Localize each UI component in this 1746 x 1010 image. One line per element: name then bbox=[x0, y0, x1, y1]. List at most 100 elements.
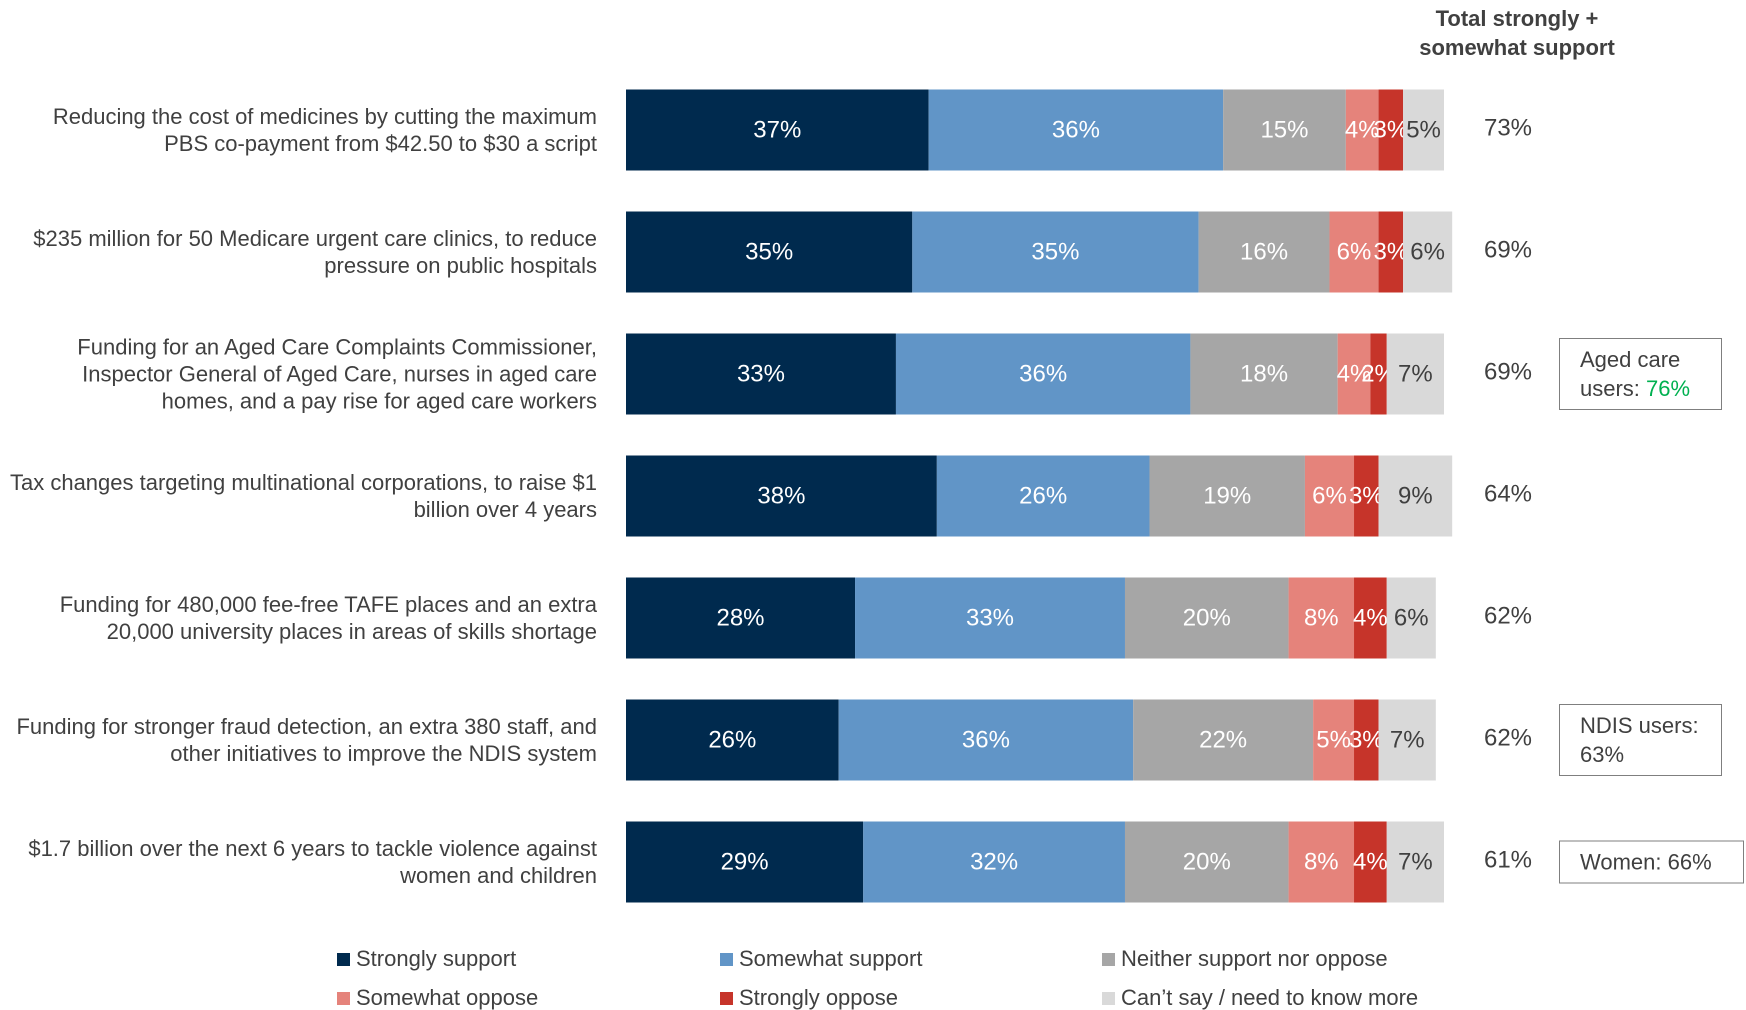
data-label: 3% bbox=[1349, 483, 1384, 510]
callout: Aged care users: 76% bbox=[1559, 338, 1722, 410]
callout-text: Women: bbox=[1580, 849, 1662, 875]
bar-segment bbox=[863, 821, 1125, 903]
data-label: 19% bbox=[1203, 483, 1251, 510]
bar-segment bbox=[895, 333, 1191, 415]
data-label: 16% bbox=[1240, 239, 1288, 266]
legend-label: Can’t say / need to know more bbox=[1121, 985, 1419, 1010]
data-label: 36% bbox=[1052, 117, 1100, 144]
data-label: 38% bbox=[757, 483, 805, 510]
data-label: 35% bbox=[745, 239, 793, 266]
data-label: 6% bbox=[1410, 239, 1445, 266]
legend-label: Neither support nor oppose bbox=[1121, 946, 1388, 971]
data-label: 3% bbox=[1373, 239, 1408, 266]
bar-segment bbox=[936, 455, 1150, 537]
data-label: 7% bbox=[1398, 361, 1433, 388]
total-label: 69% bbox=[1484, 359, 1532, 386]
data-label: 5% bbox=[1406, 117, 1441, 144]
total-label: 69% bbox=[1484, 237, 1532, 264]
bar-segment bbox=[1288, 821, 1355, 903]
bar-segment bbox=[1386, 333, 1444, 415]
legend-label: Somewhat support bbox=[739, 946, 923, 971]
legend-label: Somewhat oppose bbox=[356, 985, 539, 1010]
legend-item: Somewhat support bbox=[720, 946, 922, 972]
data-label: 33% bbox=[737, 361, 785, 388]
legend-item: Can’t say / need to know more bbox=[1102, 985, 1418, 1010]
callout: NDIS users: 63% bbox=[1559, 704, 1722, 776]
data-label: 15% bbox=[1260, 117, 1308, 144]
bar-segment bbox=[1378, 455, 1453, 537]
bar-segment bbox=[1403, 89, 1444, 171]
total-label: 73% bbox=[1484, 115, 1532, 142]
data-label: 3% bbox=[1373, 117, 1408, 144]
legend-swatch bbox=[720, 952, 733, 966]
legend-item: Strongly support bbox=[337, 946, 516, 972]
legend-swatch bbox=[1102, 952, 1115, 966]
category-label: $235 million for 50 Medicare urgent care… bbox=[33, 226, 597, 278]
category-label: $1.7 billion over the next 6 years to ta… bbox=[28, 836, 597, 888]
legend-item: Strongly oppose bbox=[720, 985, 898, 1010]
data-label: 33% bbox=[966, 605, 1014, 632]
bar-segment bbox=[626, 333, 896, 415]
total-label: 62% bbox=[1484, 603, 1532, 630]
bar-segment bbox=[855, 577, 1125, 659]
data-label: 3% bbox=[1349, 727, 1384, 754]
data-label: 26% bbox=[708, 727, 756, 754]
legend-label: Strongly oppose bbox=[739, 985, 898, 1010]
bar-segment bbox=[1198, 211, 1330, 293]
data-label: 26% bbox=[1019, 483, 1067, 510]
bar-segment bbox=[626, 577, 856, 659]
data-label: 32% bbox=[970, 849, 1018, 876]
bar-segment bbox=[1149, 455, 1305, 537]
bar-segment bbox=[1223, 89, 1346, 171]
legend-item: Somewhat oppose bbox=[337, 985, 538, 1010]
data-label: 29% bbox=[721, 849, 769, 876]
data-label: 22% bbox=[1199, 727, 1247, 754]
bar-segment bbox=[1386, 577, 1436, 659]
data-label: 28% bbox=[716, 605, 764, 632]
callout: Women: 66% bbox=[1559, 840, 1744, 884]
bar-segment bbox=[1354, 577, 1387, 659]
category-label: Funding for stronger fraud detection, an… bbox=[16, 714, 597, 766]
category-label: Funding for 480,000 fee-free TAFE places… bbox=[59, 592, 597, 644]
data-label: 37% bbox=[753, 117, 801, 144]
data-label: 8% bbox=[1304, 605, 1339, 632]
bar-segment bbox=[626, 211, 913, 293]
data-label: 20% bbox=[1183, 605, 1231, 632]
bar-segment bbox=[1345, 89, 1379, 171]
bar-segment bbox=[1403, 211, 1453, 293]
data-label: 5% bbox=[1316, 727, 1351, 754]
bar-segment bbox=[1288, 577, 1355, 659]
bar-segment bbox=[1354, 699, 1379, 781]
total-label: 62% bbox=[1484, 725, 1532, 752]
bar-segment bbox=[928, 89, 1224, 171]
data-label: 4% bbox=[1353, 849, 1388, 876]
bar-segment bbox=[626, 821, 864, 903]
callout-text: Aged care users: bbox=[1580, 347, 1681, 401]
bar-segment bbox=[1124, 577, 1289, 659]
data-label: 20% bbox=[1183, 849, 1231, 876]
data-label: 36% bbox=[962, 727, 1010, 754]
data-label: 6% bbox=[1394, 605, 1429, 632]
category-label: Tax changes targeting multinational corp… bbox=[9, 470, 597, 522]
bar-segment bbox=[626, 455, 937, 537]
data-label: 7% bbox=[1390, 727, 1425, 754]
bar-segment bbox=[1190, 333, 1338, 415]
total-label: 61% bbox=[1484, 847, 1532, 874]
bar-segment bbox=[1378, 211, 1404, 293]
data-label: 7% bbox=[1398, 849, 1433, 876]
bar-segment bbox=[1378, 89, 1404, 171]
bar-segment bbox=[1329, 211, 1379, 293]
bar-segment bbox=[1370, 333, 1387, 415]
data-label: 4% bbox=[1345, 117, 1380, 144]
bar-segment bbox=[1354, 455, 1379, 537]
bar-segment bbox=[1378, 699, 1436, 781]
bar-segment bbox=[626, 699, 839, 781]
legend-swatch bbox=[720, 991, 733, 1005]
data-label: 35% bbox=[1031, 239, 1079, 266]
callout-value: 66% bbox=[1667, 849, 1712, 875]
category-label: Reducing the cost of medicines by cuttin… bbox=[52, 104, 597, 156]
data-label: 4% bbox=[1337, 361, 1372, 388]
data-label: 4% bbox=[1353, 605, 1388, 632]
